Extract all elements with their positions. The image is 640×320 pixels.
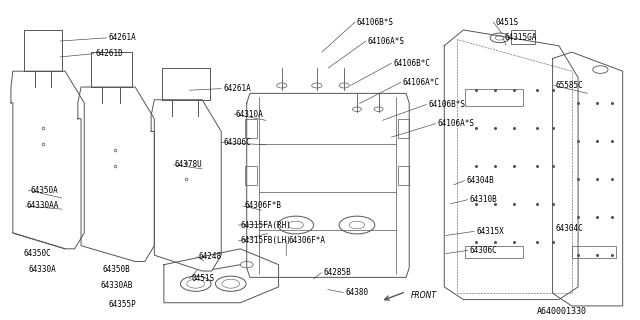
Text: FRONT: FRONT [410, 291, 436, 300]
Text: 64261D: 64261D [96, 49, 124, 58]
Bar [465, 89, 523, 106]
Text: 64261A: 64261A [108, 33, 136, 42]
Text: 64306F*A: 64306F*A [288, 236, 325, 245]
Text: 0451S: 0451S [495, 18, 518, 27]
Text: 64285B: 64285B [323, 268, 351, 277]
Text: 64355P: 64355P [108, 300, 136, 309]
Bar [572, 246, 616, 258]
Text: 64378U: 64378U [175, 160, 202, 169]
Text: 64304B: 64304B [467, 176, 494, 185]
Text: 64106A*S: 64106A*S [368, 36, 404, 45]
Bar [397, 166, 409, 185]
Text: 64315X: 64315X [476, 227, 504, 236]
Text: 64310A: 64310A [236, 109, 264, 118]
Text: 64315FB(LH): 64315FB(LH) [241, 236, 291, 245]
Text: 64350B: 64350B [102, 265, 130, 274]
Text: 64350C: 64350C [24, 249, 51, 258]
Text: 0451S: 0451S [191, 275, 214, 284]
Text: 64306C: 64306C [223, 138, 251, 147]
Text: 64106A*S: 64106A*S [438, 119, 475, 128]
Text: 64261A: 64261A [223, 84, 251, 93]
Bar [246, 166, 257, 185]
Text: 64330AA: 64330AA [27, 202, 60, 211]
Text: 64106B*C: 64106B*C [394, 59, 430, 68]
Text: 64306F*B: 64306F*B [245, 202, 282, 211]
Text: 64380: 64380 [346, 288, 369, 297]
Text: 64350A: 64350A [30, 186, 58, 195]
Text: A640001330: A640001330 [537, 307, 587, 316]
Text: 64106B*S: 64106B*S [428, 100, 465, 109]
Text: 64106A*C: 64106A*C [403, 78, 440, 87]
Text: 64106B*S: 64106B*S [357, 18, 394, 27]
Bar [397, 119, 409, 138]
Text: 64306C: 64306C [470, 246, 497, 255]
Bar [246, 119, 257, 138]
Bar [465, 246, 523, 258]
Text: 64315FA(RH): 64315FA(RH) [241, 220, 291, 229]
Text: 64330A: 64330A [28, 265, 56, 274]
Text: 64304C: 64304C [556, 224, 584, 233]
Bar [511, 30, 536, 44]
Text: 64310B: 64310B [470, 195, 497, 204]
Text: 65585C: 65585C [556, 81, 584, 90]
Text: 64330AB: 64330AB [100, 281, 132, 290]
Text: 64248: 64248 [199, 252, 222, 261]
Text: 64315GA: 64315GA [505, 33, 537, 42]
